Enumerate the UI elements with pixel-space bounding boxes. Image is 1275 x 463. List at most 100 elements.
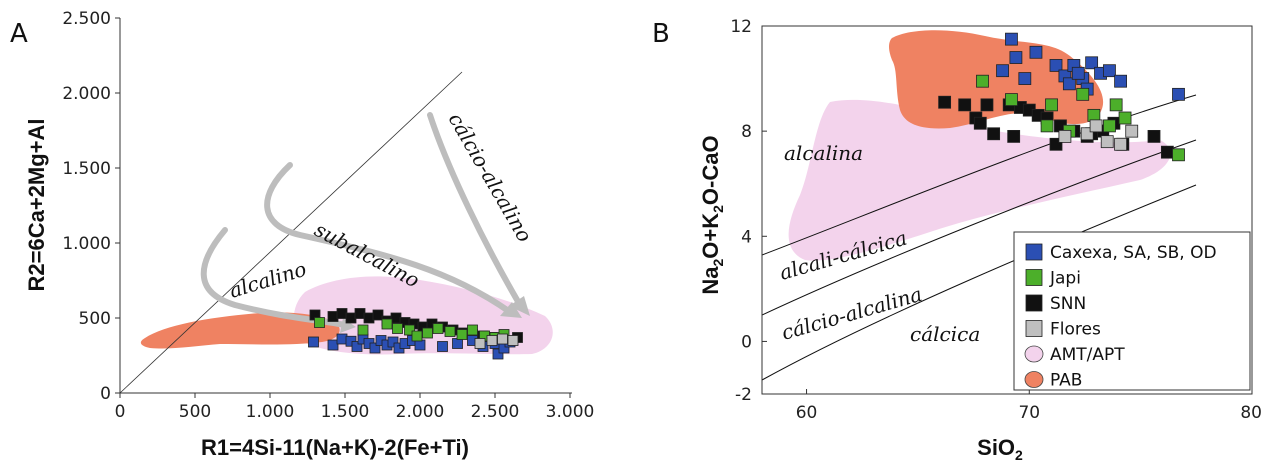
annotation-alkaline: alcalino xyxy=(226,257,309,303)
y-axis-label-b-part1: Na xyxy=(698,266,723,295)
boundary-alkaline xyxy=(761,94,1197,256)
x-tick-label-a: 1.000 xyxy=(246,402,295,422)
y-axis-label-b-sub1: 2 xyxy=(710,259,726,267)
y-axis-label-b-sub2: 2 xyxy=(710,205,726,213)
point-b-snn xyxy=(958,98,972,112)
point-b-caxexa xyxy=(1049,59,1063,72)
y-axis-label-b: Na2O+K2O-CaO xyxy=(698,135,726,294)
point-a-snn xyxy=(390,312,402,324)
point-b-caxexa xyxy=(996,64,1009,78)
point-a-flores xyxy=(486,335,498,346)
legend-swatch-amt-apt xyxy=(1024,345,1044,363)
boundary-lines-b xyxy=(761,94,1197,381)
point-a-japi xyxy=(422,327,433,339)
point-a-caxexa xyxy=(437,341,448,352)
legend-swatch-pab xyxy=(1024,371,1044,388)
y-tick-label-a: 2.500 xyxy=(62,9,111,29)
calc-alkaline-trend-arrow xyxy=(427,112,523,308)
point-b-caxexa xyxy=(1071,66,1085,80)
point-b-caxexa xyxy=(1062,77,1076,91)
point-a-japi xyxy=(404,324,415,336)
point-a-caxexa xyxy=(308,336,319,348)
legend-swatch-caxexa xyxy=(1025,243,1043,261)
x-tick-label-a: 2.500 xyxy=(471,402,520,422)
point-b-snn xyxy=(987,127,1001,141)
point-a-caxexa xyxy=(414,339,426,351)
ticks-b: 60 70 80 -2 0 4 8 12 xyxy=(730,17,1262,423)
point-b-japi xyxy=(1040,119,1054,133)
point-b-japi xyxy=(1109,98,1123,112)
legend-label: AMT/APT xyxy=(1050,345,1125,365)
point-b-snn xyxy=(938,95,952,109)
pab-field-a xyxy=(140,312,340,349)
x-tick-label-b: 80 xyxy=(1240,403,1262,423)
point-b-japi xyxy=(1172,148,1185,162)
point-a-japi xyxy=(444,326,456,337)
x-axis-label-a: R1=4Si-11(Na+K)-2(Fe+Ti) xyxy=(201,435,469,460)
x-axis-label-b-main: SiO xyxy=(977,435,1015,460)
legend-label: Japi xyxy=(1049,269,1081,289)
annotation-alkaline-b: alcalina xyxy=(784,141,863,165)
point-b-japi xyxy=(1118,111,1132,125)
x-tick-label-a: 0 xyxy=(115,402,126,422)
point-a-caxexa xyxy=(452,338,463,349)
data-points-b xyxy=(938,32,1185,162)
annotation-calc-alkaline-b: cálcio-alcalina xyxy=(779,282,925,345)
y-axis-label-a: R2=6Ca+2Mg+Al xyxy=(24,118,49,291)
legend-b: Caxexa, SA, SB, OD Japi SNN Flores AMT/APT PA… xyxy=(1013,231,1251,391)
legend-label: SNN xyxy=(1050,294,1086,314)
point-b-flores xyxy=(1114,137,1127,151)
point-b-japi xyxy=(1076,87,1090,101)
x-tick-label-b: 70 xyxy=(1018,403,1040,423)
point-b-japi xyxy=(1045,98,1058,112)
arrowhead-subalkaline xyxy=(500,302,522,318)
point-b-snn xyxy=(1147,129,1161,143)
y-tick-label-b: 8 xyxy=(741,122,752,142)
subalkaline-trend-arrow xyxy=(264,162,513,315)
point-a-japi xyxy=(381,318,393,330)
point-a-caxexa xyxy=(336,333,348,345)
x-tick-label-a: 500 xyxy=(179,402,211,422)
point-b-caxexa xyxy=(1005,32,1018,46)
point-a-snn xyxy=(354,308,366,319)
y-tick-label-b: 12 xyxy=(730,17,752,37)
y-axis-label-b-part3: O-CaO xyxy=(698,135,723,205)
plot-frame-b xyxy=(761,25,1253,395)
point-a-snn xyxy=(363,312,375,324)
point-b-flores xyxy=(1058,129,1072,143)
legend-swatch-snn xyxy=(1025,294,1043,312)
point-a-caxexa xyxy=(327,339,339,351)
y-tick-label-a: 0 xyxy=(100,384,111,404)
amt-apt-field-b xyxy=(788,99,1171,261)
boundary-calc-alkaline xyxy=(761,184,1197,381)
point-b-snn xyxy=(973,116,987,130)
point-a-japi xyxy=(411,330,423,342)
x-axis-label-b: SiO2 xyxy=(977,435,1023,463)
point-b-caxexa xyxy=(1018,72,1032,85)
point-a-caxexa xyxy=(369,342,381,354)
annotation-calcic: cálcica xyxy=(910,322,980,346)
legend-box xyxy=(1013,231,1251,391)
point-b-japi xyxy=(1005,93,1018,106)
point-a-japi xyxy=(392,323,403,334)
panel-label-b: B xyxy=(652,19,670,49)
point-b-japi xyxy=(976,74,989,88)
x-tick-label-b: 60 xyxy=(796,403,818,423)
point-a-snn xyxy=(345,312,357,324)
point-b-japi xyxy=(1103,119,1116,133)
point-b-caxexa xyxy=(1085,56,1099,70)
x-tick-label-a: 2.000 xyxy=(396,402,445,422)
x-axis-label-b-sub: 2 xyxy=(1015,447,1023,463)
y-axis-label-b-part2: O+K xyxy=(698,213,723,259)
arrowhead-alkaline xyxy=(340,318,356,333)
boundary-alkali-calcic xyxy=(761,139,1197,316)
point-a-caxexa xyxy=(351,341,363,352)
point-a-snn xyxy=(327,311,339,322)
point-a-snn xyxy=(336,308,348,319)
point-b-caxexa xyxy=(1029,45,1043,59)
data-points-a xyxy=(308,308,523,360)
point-a-flores xyxy=(474,338,486,349)
y-tick-label-a: 500 xyxy=(79,309,111,329)
point-a-japi xyxy=(456,329,468,340)
ticks-a: 0 500 1.000 1.500 2.000 2.500 3.000 0 500 1.000 1.… xyxy=(62,9,594,422)
